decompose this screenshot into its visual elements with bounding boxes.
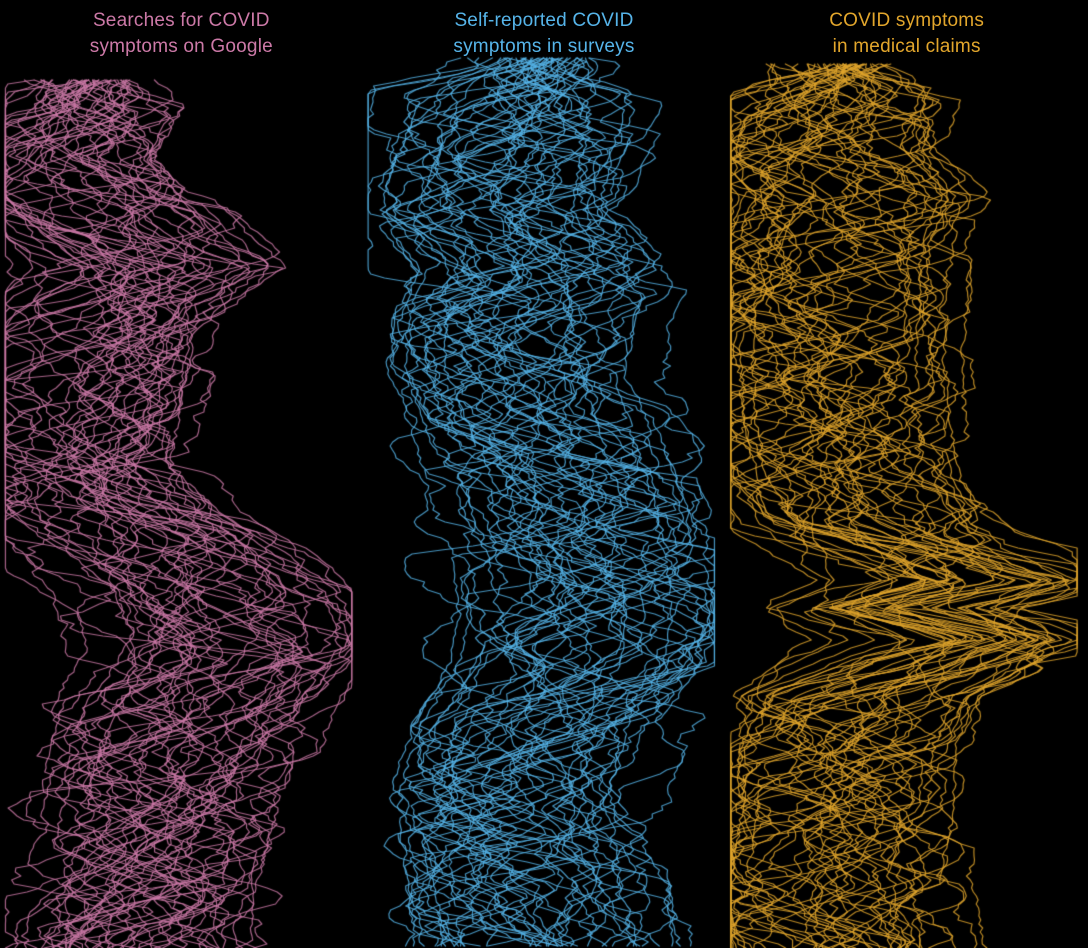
panel-title-line: Self-reported COVID [454, 10, 634, 31]
panel-title-medical-claims: COVID symptoms in medical claims [725, 8, 1088, 60]
panel-title-google-searches: Searches for COVID symptoms on Google [0, 8, 363, 60]
panel-title-line: Searches for COVID [92, 10, 270, 31]
panel-title-survey-symptoms: Self-reported COVID symptoms in surveys [363, 8, 726, 60]
panel-title-line: in medical claims [832, 36, 981, 57]
panel-title-line: symptoms on Google [89, 36, 273, 57]
panel-title-line: symptoms in surveys [453, 36, 635, 57]
panel-title-line: COVID symptoms [829, 10, 985, 31]
